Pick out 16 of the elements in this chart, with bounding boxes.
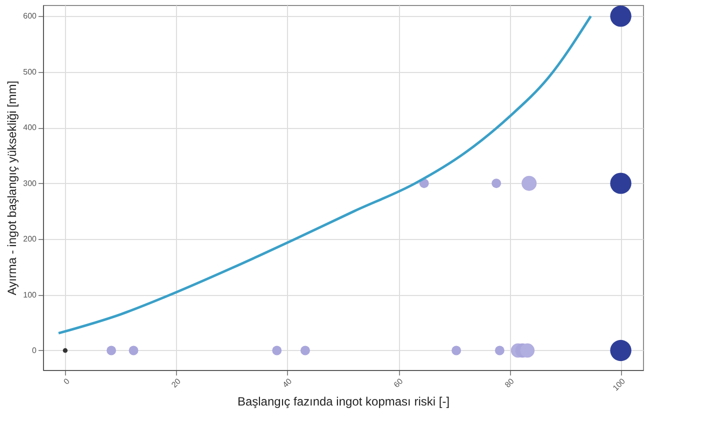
x-axis-title: Başlangıç fazında ingot kopması riski [-] <box>237 394 450 409</box>
y-tick-label: 500 <box>23 67 38 76</box>
y-tick-label: 200 <box>23 234 38 244</box>
y-tick-label: 100 <box>23 290 38 300</box>
y-tick-label: 400 <box>23 123 38 132</box>
x-tick-label: 0 <box>62 376 72 386</box>
y-axis-title: Ayırma - ingot başlangıç yüksekliği [mm] <box>5 80 20 296</box>
x-tick-label: 80 <box>503 376 516 390</box>
x-tick-label: 60 <box>392 376 406 390</box>
y-tick-label: 600 <box>23 12 38 21</box>
y-tick-label: 300 <box>23 178 38 188</box>
line-series <box>57 14 592 334</box>
x-tick-label: 100 <box>611 376 628 393</box>
x-tick-label: 40 <box>280 376 294 390</box>
y-tick-label: 0 <box>32 346 38 355</box>
x-tick-label: 20 <box>170 376 183 390</box>
